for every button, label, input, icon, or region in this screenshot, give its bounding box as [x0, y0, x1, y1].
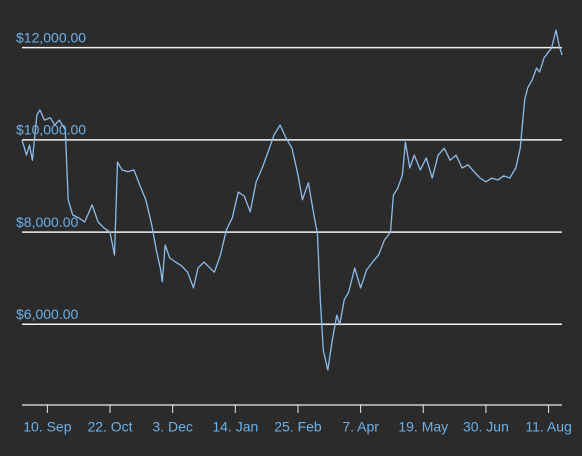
- x-tick-label: 22. Oct: [87, 419, 132, 435]
- x-tick-label: 25. Feb: [274, 419, 322, 435]
- x-tick-label: 19. May: [398, 419, 448, 435]
- y-tick-label: $8,000.00: [16, 214, 78, 230]
- y-tick-label: $12,000.00: [16, 29, 86, 45]
- y-tick-label: $6,000.00: [16, 306, 78, 322]
- price-line: [21, 29, 563, 371]
- x-tick-label: 3. Dec: [152, 419, 192, 435]
- x-tick-label: 11. Aug: [525, 419, 571, 435]
- x-tick-label: 14. Jan: [212, 419, 258, 435]
- x-tick-label: 7. Apr: [342, 419, 379, 435]
- x-tick-label: 30. Jun: [463, 419, 509, 435]
- y-tick-label: $10,000.00: [16, 122, 86, 138]
- x-tick-label: 10. Sep: [23, 419, 71, 435]
